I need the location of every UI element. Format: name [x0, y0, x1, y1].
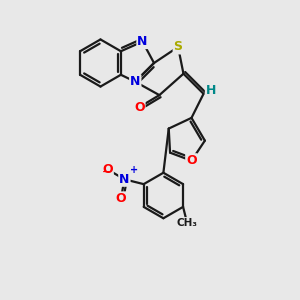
Text: N: N [130, 75, 140, 88]
Text: O: O [186, 154, 197, 167]
Text: −: − [102, 167, 111, 177]
Text: N: N [119, 173, 130, 186]
Text: O: O [102, 163, 113, 176]
Text: H: H [206, 84, 216, 97]
Text: CH₃: CH₃ [177, 218, 198, 228]
Text: O: O [116, 192, 126, 206]
Text: +: + [130, 165, 138, 176]
Text: N: N [137, 35, 148, 48]
Text: S: S [174, 40, 183, 53]
Text: O: O [134, 101, 145, 114]
